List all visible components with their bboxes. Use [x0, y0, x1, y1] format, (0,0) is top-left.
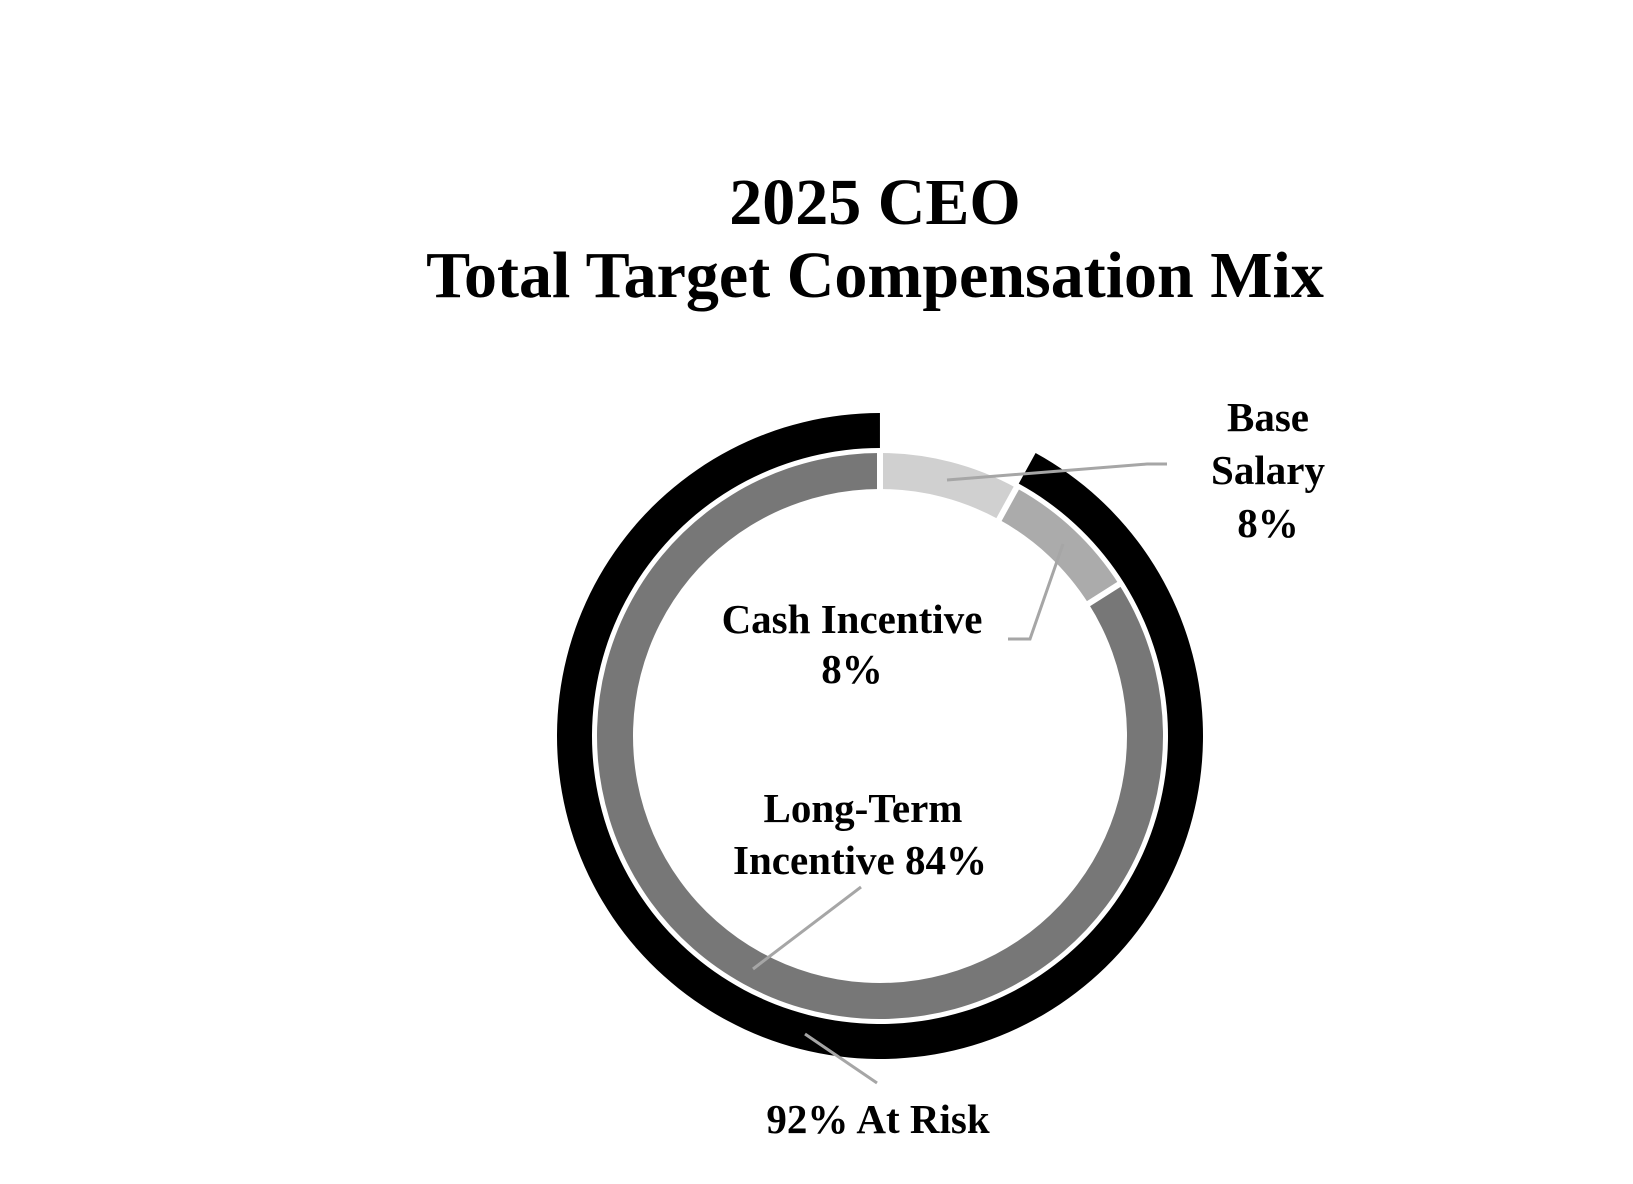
chart-title-line-1: 2025 CEO	[729, 166, 1021, 239]
label-cash-incentive-value: 8%	[821, 646, 883, 692]
label-cash-incentive-line1: Cash Incentive	[722, 596, 983, 642]
segment-at-risk	[556, 413, 1204, 1060]
leader-line-cash-incentive	[1008, 543, 1065, 641]
label-base-salary-line2: Salary	[1211, 447, 1325, 493]
segment-cash-incentive	[998, 488, 1119, 604]
segment-base-salary	[880, 453, 1017, 520]
segment-separator	[992, 480, 1023, 528]
label-base-salary-line1: Base	[1227, 394, 1309, 440]
leader-line-long-term-incentive	[752, 885, 862, 971]
leader-lines	[752, 462, 1167, 1085]
label-base-salary-value: 8%	[1237, 500, 1299, 546]
label-long-term-incentive-line1: Long-Term	[764, 785, 963, 831]
chart-title-line-2: Total Target Compensation Mix	[426, 239, 1324, 312]
leader-line-at-risk	[804, 1032, 878, 1085]
label-at-risk: 92% At Risk	[766, 1096, 989, 1142]
segment-separator	[1081, 578, 1127, 610]
inner-ring	[597, 446, 1163, 1019]
label-long-term-incentive-line2: Incentive 84%	[733, 837, 987, 883]
outer-ring-at-risk	[556, 413, 1204, 1060]
leader-line-base-salary	[946, 462, 1167, 482]
